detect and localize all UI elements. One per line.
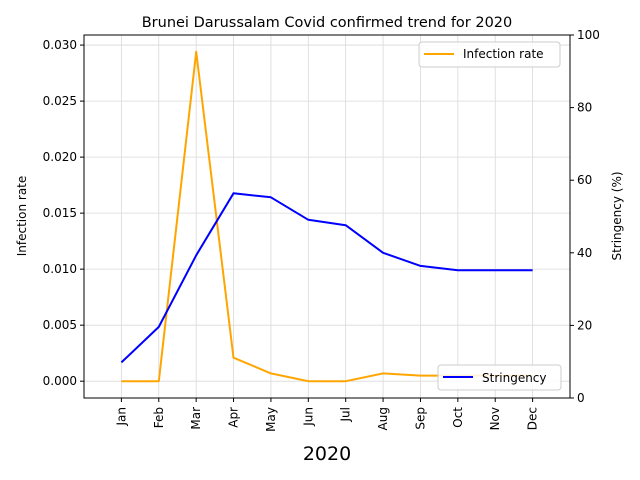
right-y-tick-label: 40 bbox=[577, 246, 592, 260]
legend-box bbox=[418, 41, 561, 68]
right-y-tick-label: 20 bbox=[577, 318, 592, 332]
left-y-tick-label: 0.000 bbox=[43, 374, 77, 388]
x-tick-label: Apr bbox=[227, 407, 241, 428]
x-tick-label: Jan bbox=[114, 407, 128, 427]
left-y-tick-label: 0.020 bbox=[43, 150, 77, 164]
right-axis-title: Stringency (%) bbox=[610, 171, 624, 260]
x-tick-label: Nov bbox=[488, 407, 502, 430]
legend-label: Infection rate bbox=[463, 47, 544, 61]
plot-frame bbox=[83, 34, 571, 399]
legend-label: Stringency bbox=[482, 371, 547, 385]
left-y-tick-label: 0.005 bbox=[43, 318, 77, 332]
legend-box bbox=[437, 364, 562, 391]
x-tick-label: Jun bbox=[301, 407, 315, 427]
x-tick-label: Mar bbox=[189, 407, 203, 430]
left-y-tick-label: 0.030 bbox=[43, 38, 77, 52]
left-y-tick-label: 0.015 bbox=[43, 206, 77, 220]
series-line-stringency bbox=[120, 192, 533, 364]
ticks: Jan Feb Mar Apr May Jun Jul Aug Sep Oct Nov Dec 0.00… bbox=[43, 28, 600, 432]
x-tick-label: Jul bbox=[339, 407, 353, 422]
x-axis-title: 2020 bbox=[303, 443, 351, 465]
left-axis-title: Infection rate bbox=[15, 176, 29, 257]
x-tick-label: Oct bbox=[451, 407, 465, 428]
x-tick-label: Sep bbox=[413, 407, 427, 430]
legend-infection-rate: Infection rate bbox=[418, 41, 561, 68]
x-tick-label: Feb bbox=[152, 407, 166, 428]
x-tick-label: May bbox=[264, 407, 278, 432]
x-tick-label: Dec bbox=[526, 407, 540, 430]
legend-stringency: Stringency bbox=[437, 364, 562, 391]
x-tick-label: Aug bbox=[376, 407, 390, 430]
chart-title: Brunei Darussalam Covid confirmed trend … bbox=[142, 15, 513, 31]
right-y-tick-label: 80 bbox=[577, 101, 592, 115]
left-y-tick-label: 0.010 bbox=[43, 262, 77, 276]
right-y-tick-label: 0 bbox=[577, 391, 585, 405]
right-y-tick-label: 100 bbox=[577, 28, 600, 42]
right-y-tick-label: 60 bbox=[577, 173, 592, 187]
left-y-tick-label: 0.025 bbox=[43, 94, 77, 108]
